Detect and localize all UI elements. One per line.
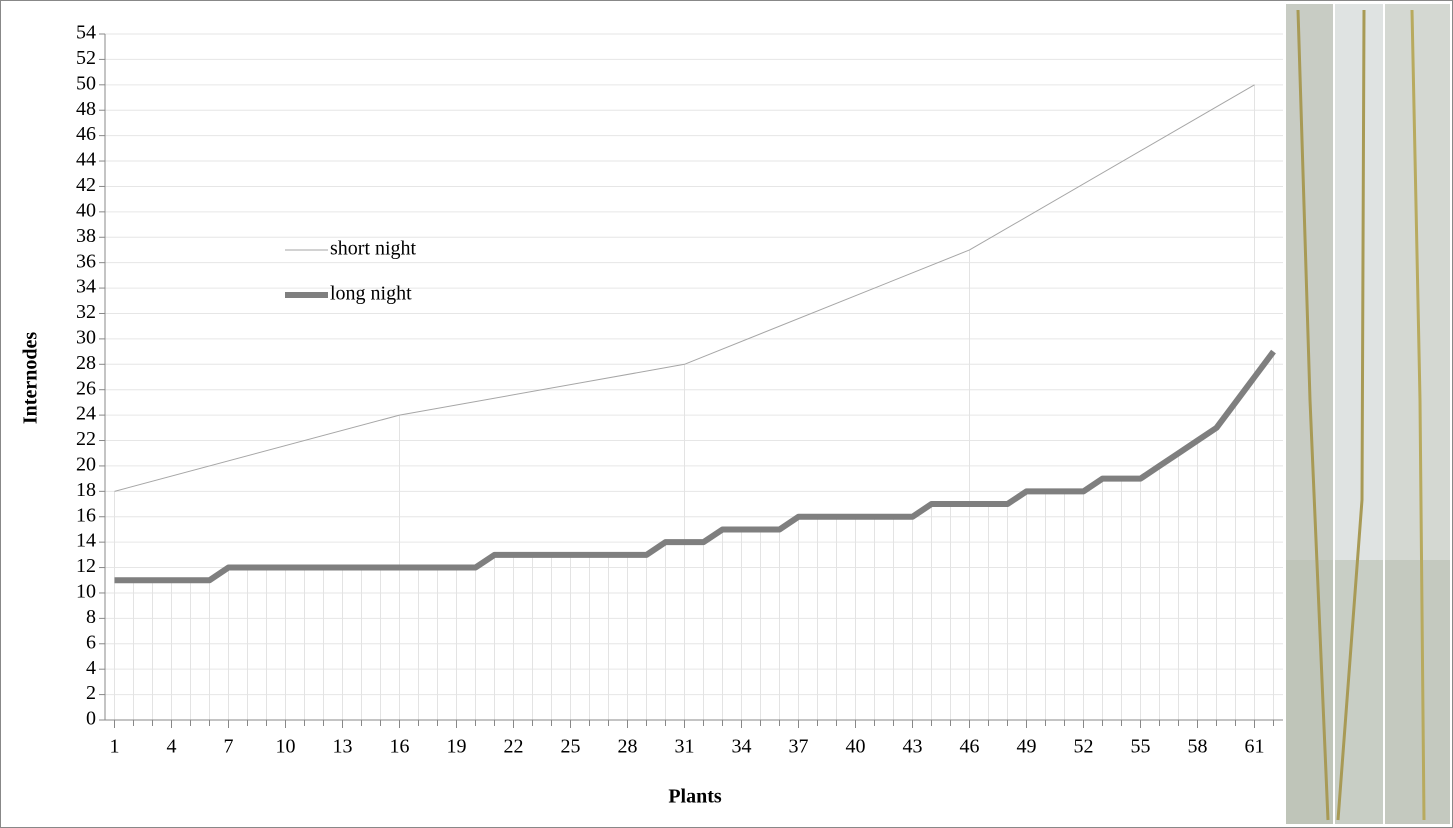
legend-label: long night xyxy=(330,283,412,305)
y-tick-label: 28 xyxy=(76,352,96,374)
x-tick-label: 1 xyxy=(110,736,120,758)
x-tick-label: 4 xyxy=(167,736,177,758)
x-tick-label: 43 xyxy=(903,736,923,758)
y-tick-label: 36 xyxy=(76,250,96,272)
y-tick-label: 8 xyxy=(86,606,96,628)
y-tick-label: 42 xyxy=(76,174,96,196)
legend-label: short night xyxy=(330,238,417,260)
x-tick-label: 7 xyxy=(224,736,234,758)
y-tick-label: 52 xyxy=(76,47,96,69)
y-tick-label: 46 xyxy=(76,123,96,145)
y-tick-label: 6 xyxy=(86,631,96,653)
y-tick-label: 26 xyxy=(76,377,96,399)
x-tick-label: 55 xyxy=(1131,736,1151,758)
y-tick-label: 30 xyxy=(76,326,96,348)
page: Plants Internodes 0246810121416182022242… xyxy=(0,0,1453,828)
x-tick-label: 19 xyxy=(447,736,467,758)
y-tick-label: 44 xyxy=(76,149,96,171)
y-tick-label: 24 xyxy=(76,403,96,425)
x-tick-label: 31 xyxy=(675,736,695,758)
y-tick-label: 40 xyxy=(76,199,96,221)
y-tick-label: 20 xyxy=(76,454,96,476)
x-tick-label: 25 xyxy=(561,736,581,758)
y-tick-label: 16 xyxy=(76,504,96,526)
x-tick-label: 10 xyxy=(276,736,296,758)
y-tick-label: 2 xyxy=(86,682,96,704)
y-tick-label: 32 xyxy=(76,301,96,323)
x-tick-label: 46 xyxy=(960,736,980,758)
x-tick-label: 13 xyxy=(333,736,353,758)
frame xyxy=(1,1,1453,828)
y-tick-label: 4 xyxy=(86,657,96,679)
x-tick-label: 52 xyxy=(1074,736,1094,758)
x-tick-label: 22 xyxy=(504,736,524,758)
x-tick-label: 16 xyxy=(390,736,410,758)
x-tick-label: 34 xyxy=(732,736,752,758)
y-tick-label: 54 xyxy=(76,22,96,44)
x-tick-label: 49 xyxy=(1017,736,1037,758)
y-tick-label: 34 xyxy=(76,276,96,298)
x-tick-label: 58 xyxy=(1188,736,1208,758)
y-tick-label: 22 xyxy=(76,428,96,450)
y-tick-label: 18 xyxy=(76,479,96,501)
y-axis-label: Internodes xyxy=(20,332,42,424)
x-tick-label: 40 xyxy=(846,736,866,758)
y-tick-label: 50 xyxy=(76,72,96,94)
chart: Plants Internodes 0246810121416182022242… xyxy=(0,0,1453,828)
x-tick-label: 37 xyxy=(789,736,809,758)
y-tick-label: 48 xyxy=(76,98,96,120)
photo xyxy=(1286,4,1450,824)
x-tick-label: 28 xyxy=(618,736,638,758)
y-tick-label: 38 xyxy=(76,225,96,247)
y-tick-label: 14 xyxy=(76,530,96,552)
x-axis-label: Plants xyxy=(668,786,722,808)
y-tick-label: 0 xyxy=(86,708,96,730)
y-tick-label: 10 xyxy=(76,581,96,603)
y-tick-label: 12 xyxy=(76,555,96,577)
x-tick-label: 61 xyxy=(1245,736,1265,758)
